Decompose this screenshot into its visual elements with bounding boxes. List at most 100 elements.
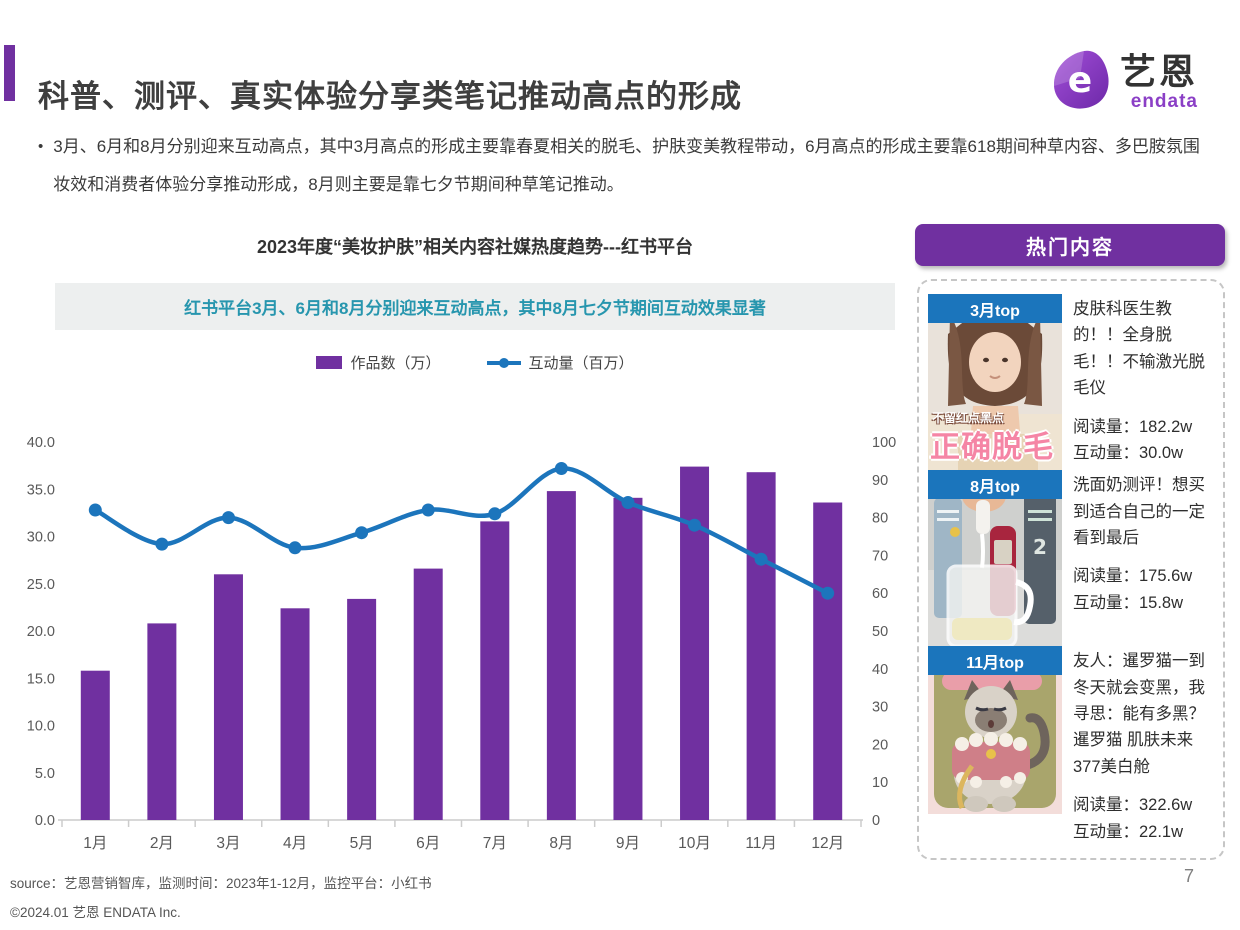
line-marker-12月	[821, 586, 835, 600]
left-axis-tick: 25.0	[27, 577, 55, 593]
line-marker-2月	[155, 537, 169, 551]
bar-7月	[480, 521, 510, 820]
card-reads: 阅读量：322.6w	[1073, 796, 1193, 815]
page-title: 科普、测评、真实体验分享类笔记推动高点的形成	[38, 78, 742, 114]
chart-title: 2023年度“美妆护肤”相关内容社媒热度趋势---红书平台	[256, 237, 694, 257]
badge-march: 3月top	[928, 294, 1062, 323]
hot-content-panel: 3月top 不留红点黑点 正确脱毛 皮肤科医生	[917, 279, 1225, 860]
title-accent-bar	[4, 45, 15, 101]
bar-4月	[280, 608, 310, 820]
legend-bar-label: 作品数（万）	[350, 355, 441, 372]
chart-callout: 红书平台3月、6月和8月分别迎来互动高点，其中8月七夕节期间互动效果显著	[55, 283, 895, 330]
card-title: 皮肤科医生教的！！全身脱毛！！不输激光脱毛仪	[1073, 300, 1205, 398]
summary-bullet: • 3月、6月和8月分别迎来互动高点，其中3月高点的形成主要靠春夏相关的脱毛、护…	[38, 128, 1203, 205]
bar-8月	[546, 491, 576, 820]
bar-swatch-icon	[316, 356, 343, 369]
woman-photo-illustration	[928, 294, 1062, 470]
card-engagement: 互动量：22.1w	[1073, 822, 1184, 841]
svg-text:2: 2	[1033, 535, 1047, 559]
x-axis-label: 4月	[283, 835, 307, 852]
line-marker-8月	[554, 462, 568, 475]
card-title: 友人：暹罗猫一到冬天就会变黑，我寻思：能有多黑？暹罗猫 肌肤未来377美白舱	[1073, 652, 1205, 776]
thumbnail-november: 11月top	[928, 646, 1062, 815]
x-axis-label: 3月	[216, 835, 240, 852]
bar-2月	[147, 623, 177, 820]
card-title: 洗面奶测评！想买到适合自己的一定看到最后	[1073, 476, 1205, 547]
left-axis-tick: 15.0	[27, 671, 55, 687]
left-axis-tick: 20.0	[27, 624, 55, 640]
card-engagement: 互动量：15.8w	[1073, 593, 1184, 612]
bar-1月	[80, 670, 110, 820]
right-axis-tick: 100	[872, 435, 896, 451]
line-marker-7月	[488, 507, 502, 521]
logo-en-text: endata	[1130, 91, 1198, 112]
x-axis-label: 6月	[416, 835, 440, 852]
bullet-text: 3月、6月和8月分别迎来互动高点，其中3月高点的形成主要靠春夏相关的脱毛、护肤变…	[53, 137, 1200, 195]
right-axis-tick: 90	[872, 473, 888, 489]
bullet-marker: •	[38, 138, 44, 155]
x-axis-label: 9月	[616, 835, 640, 852]
page-number: 7	[1183, 866, 1194, 886]
x-axis-label: 12月	[811, 835, 844, 852]
bar-6月	[413, 568, 443, 820]
badge-august: 8月top	[928, 470, 1062, 500]
hot-card-august: 8月top 2	[928, 470, 1214, 647]
right-axis-tick: 20	[872, 737, 888, 753]
badge-november: 11月top	[928, 646, 1062, 676]
chart-legend: 作品数（万） 互动量（百万）	[55, 352, 895, 373]
line-marker-4月	[288, 541, 302, 555]
hot-content-banner: 热门内容	[915, 224, 1225, 266]
line-marker-6月	[421, 503, 435, 517]
x-axis-label: 5月	[350, 835, 374, 852]
left-axis-tick: 10.0	[27, 719, 55, 735]
bar-5月	[347, 598, 377, 820]
line-marker-5月	[355, 526, 369, 540]
siamese-cat-illustration	[928, 646, 1062, 815]
engagement-line	[93, 466, 830, 596]
line-swatch-icon	[486, 356, 521, 370]
copyright-line: ©2024.01 艺恩 ENDATA Inc.	[10, 905, 181, 920]
left-axis-tick: 35.0	[27, 482, 55, 498]
combo-chart: 0.0 5.0 10.0 15.0 20.0 25.0 30.0 35.0 40.0 0 10 20 3…	[20, 420, 900, 856]
source-line: source：艺恩营销智库，监测时间：2023年1-12月，监控平台：小红书	[10, 876, 432, 891]
left-axis-tick: 5.0	[35, 766, 55, 782]
thumbnail-march: 3月top 不留红点黑点 正确脱毛	[928, 294, 1062, 470]
right-axis-tick: 0	[872, 813, 880, 829]
thumb-overlay-small: 不留红点黑点	[932, 411, 1005, 425]
bar-9月	[613, 497, 643, 820]
card-engagement: 互动量：30.0w	[1073, 443, 1184, 462]
card-reads: 阅读量：175.6w	[1073, 567, 1193, 586]
hot-card-march: 3月top 不留红点黑点 正确脱毛 皮肤科医生	[928, 294, 1214, 470]
x-axis-label: 1月	[83, 835, 107, 852]
line-marker-3月	[222, 511, 235, 525]
x-axis-label: 2月	[150, 835, 174, 852]
line-marker-10月	[688, 518, 701, 532]
hot-card-november: 11月top	[928, 646, 1214, 845]
endata-logo-icon: e	[1050, 48, 1112, 117]
right-axis-tick: 60	[872, 586, 888, 602]
bar-3月	[213, 574, 243, 820]
thumb-overlay-big: 正确脱毛	[930, 431, 1054, 464]
right-axis-tick: 10	[872, 775, 888, 791]
endata-logo: e 艺恩 endata	[1050, 48, 1198, 117]
right-axis-tick: 40	[872, 662, 888, 678]
right-axis-tick: 50	[872, 624, 888, 640]
bar-11月	[746, 472, 776, 820]
left-axis-tick: 30.0	[27, 530, 55, 546]
logo-cn-text: 艺恩	[1119, 51, 1198, 92]
svg-text:e: e	[1068, 60, 1092, 101]
line-marker-9月	[621, 496, 635, 509]
x-axis-label: 8月	[549, 835, 573, 852]
right-axis-tick: 80	[872, 511, 888, 527]
card-reads: 阅读量：182.2w	[1073, 417, 1193, 436]
legend-item-bars: 作品数（万）	[316, 352, 441, 373]
x-axis-label: 7月	[483, 835, 507, 852]
line-marker-11月	[754, 552, 768, 566]
x-axis-label: 11月	[745, 835, 777, 852]
legend-item-line: 互动量（百万）	[486, 352, 634, 373]
left-axis-tick: 40.0	[27, 435, 55, 451]
x-axis-label: 10月	[678, 835, 711, 852]
left-axis-tick: 0.0	[35, 813, 55, 829]
bar-12月	[813, 502, 843, 820]
